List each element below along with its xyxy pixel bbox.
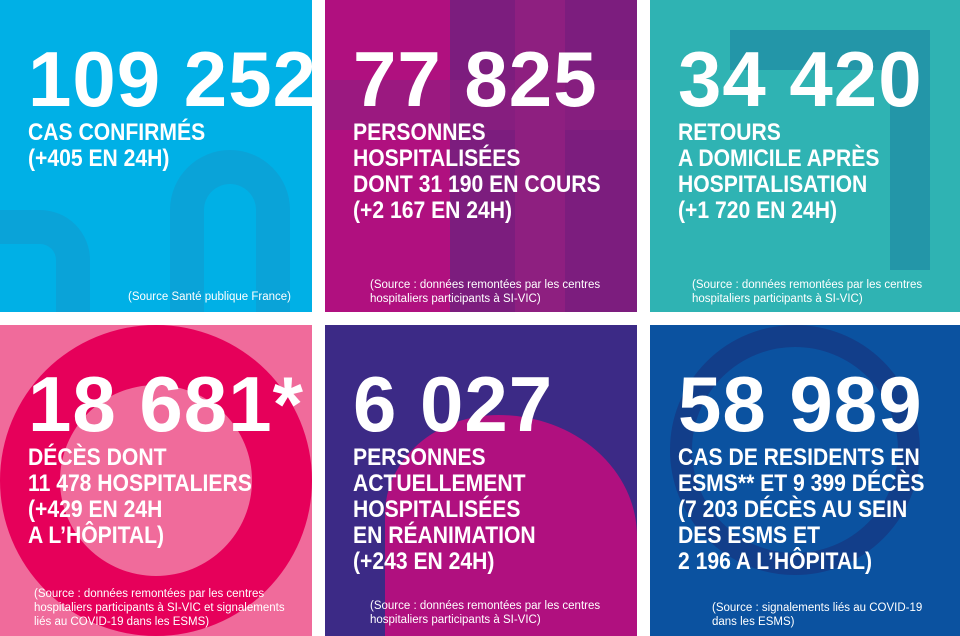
stat-number: 6 027 [353,360,554,448]
decorative-arrow [730,30,930,270]
decorative-plus-horizontal [325,80,637,130]
stat-label: PERSONNES ACTUELLEMENT HOSPITALISÉES EN … [353,444,536,575]
stat-number: 34 420 [678,35,923,123]
stat-number: 58 989 [678,360,923,448]
decorative-wave [385,415,637,636]
source-note: (Source Santé publique France) [128,291,292,303]
stat-number: 109 252 [28,35,312,123]
panel-returns-home: 34 420 RETOURS A DOMICILE APRÈS HOSPITAL… [650,0,960,312]
stat-number: 77 825 [353,35,598,123]
panel-icu: 6 027 PERSONNES ACTUELLEMENT HOSPITALISÉ… [325,325,637,636]
source-note: (Source : données remontées par les cent… [34,588,285,628]
stat-label: DÉCÈS DONT 11 478 HOSPITALIERS (+429 EN … [28,444,252,549]
stat-label: RETOURS A DOMICILE APRÈS HOSPITALISATION… [678,119,880,224]
stat-label: PERSONNES HOSPITALISÉES DONT 31 190 EN C… [353,119,601,224]
stat-label: CAS CONFIRMÉS (+405 EN 24H) [28,119,206,172]
panel-deaths: 18 681* DÉCÈS DONT 11 478 HOSPITALIERS (… [0,325,312,636]
decorative-plus-vertical [515,0,565,312]
source-note: (Source : données remontées par les cent… [370,600,601,626]
source-note: (Source : données remontées par les cent… [370,279,601,305]
stat-label: CAS DE RESIDENTS EN ESMS** ET 9 399 DÉCÈ… [678,444,925,575]
source-note: (Source : données remontées par les cent… [692,279,923,305]
decorative-zero-shape [170,150,290,312]
panel-esms: 58 989 CAS DE RESIDENTS EN ESMS** ET 9 3… [650,325,960,636]
source-note: (Source : signalements liés au COVID-19 … [712,602,923,628]
panel-hospitalized: 77 825 PERSONNES HOSPITALISÉES DONT 31 1… [325,0,637,312]
decorative-two-shape [0,210,90,312]
stat-number: 18 681* [28,360,304,448]
panel-confirmed-cases: 109 252 CAS CONFIRMÉS (+405 EN 24H) (Sou… [0,0,312,312]
